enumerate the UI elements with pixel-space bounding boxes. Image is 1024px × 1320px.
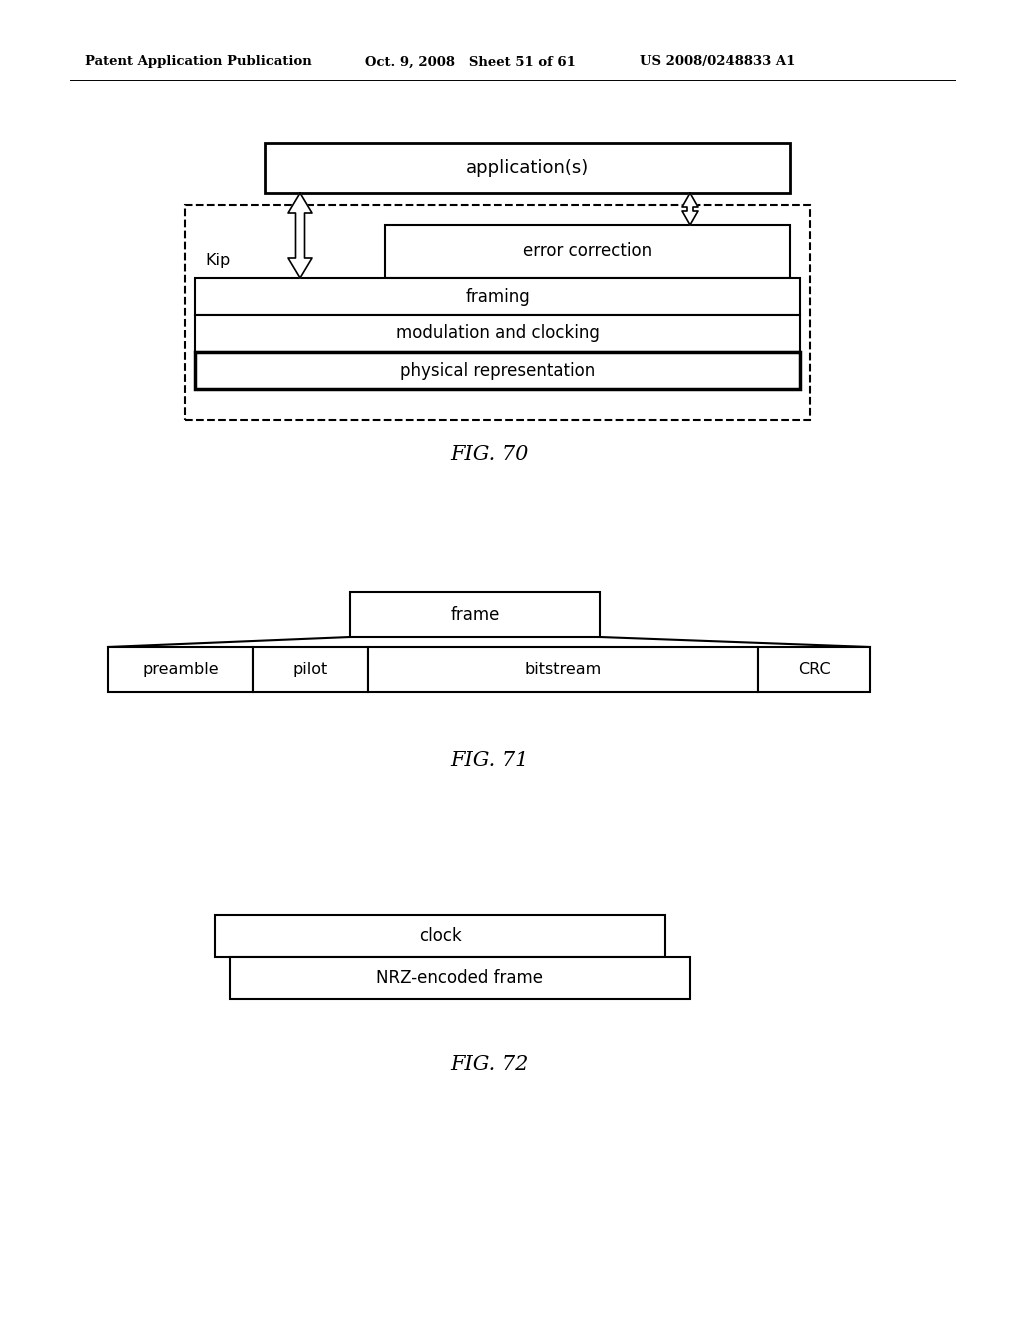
- Text: NRZ-encoded frame: NRZ-encoded frame: [377, 969, 544, 987]
- Bar: [108, 647, 253, 692]
- Text: physical representation: physical representation: [400, 362, 595, 380]
- Text: FIG. 71: FIG. 71: [451, 751, 529, 770]
- Text: application(s): application(s): [466, 158, 589, 177]
- Bar: [185, 205, 810, 420]
- Bar: [368, 647, 758, 692]
- Text: Kip: Kip: [205, 252, 230, 268]
- Text: frame: frame: [451, 606, 500, 623]
- Text: US 2008/0248833 A1: US 2008/0248833 A1: [640, 55, 796, 69]
- Bar: [195, 315, 800, 352]
- Text: FIG. 70: FIG. 70: [451, 446, 529, 465]
- Text: clock: clock: [419, 927, 462, 945]
- Bar: [253, 647, 368, 692]
- Polygon shape: [682, 193, 698, 224]
- Bar: [265, 143, 790, 193]
- Text: preamble: preamble: [142, 663, 219, 677]
- Bar: [350, 591, 600, 638]
- Text: Patent Application Publication: Patent Application Publication: [85, 55, 311, 69]
- Text: framing: framing: [465, 288, 529, 305]
- Polygon shape: [288, 193, 312, 279]
- Text: error correction: error correction: [523, 243, 652, 260]
- Text: CRC: CRC: [798, 663, 830, 677]
- Bar: [230, 957, 690, 999]
- Bar: [195, 279, 800, 315]
- Text: Oct. 9, 2008   Sheet 51 of 61: Oct. 9, 2008 Sheet 51 of 61: [365, 55, 575, 69]
- Text: modulation and clocking: modulation and clocking: [395, 325, 599, 342]
- Bar: [385, 224, 790, 279]
- Text: bitstream: bitstream: [524, 663, 602, 677]
- Bar: [758, 647, 870, 692]
- Text: pilot: pilot: [293, 663, 328, 677]
- Bar: [215, 915, 665, 957]
- Bar: [195, 352, 800, 389]
- Text: FIG. 72: FIG. 72: [451, 1056, 529, 1074]
